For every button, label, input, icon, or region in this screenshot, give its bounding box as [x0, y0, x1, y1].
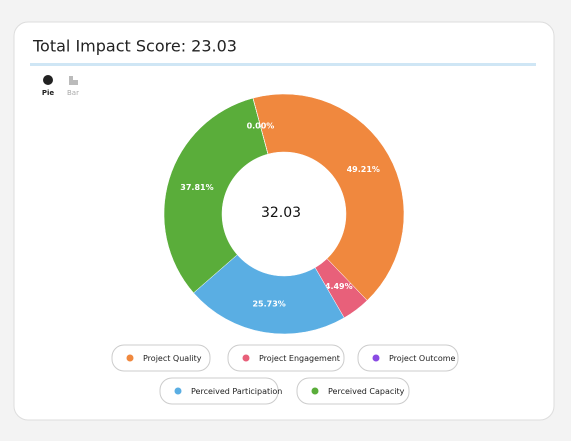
donut-slice: [193, 254, 345, 335]
legend-item[interactable]: Perceived Capacity: [296, 377, 410, 405]
slice-label: 0.00%: [247, 122, 275, 131]
legend-dot: [372, 354, 380, 362]
pie-toggle-label: Pie: [42, 89, 55, 97]
slice-label: 25.73%: [252, 299, 285, 308]
legend-pill: [111, 344, 211, 372]
legend-item[interactable]: Perceived Participation: [159, 377, 282, 405]
legend-dot: [126, 354, 134, 362]
title-underline: [30, 63, 536, 66]
slice-label: 49.21%: [347, 165, 380, 174]
legend-label: Project Quality: [143, 354, 202, 363]
legend-label: Perceived Capacity: [328, 387, 405, 396]
bar-icon: [73, 80, 78, 85]
pie-toggle[interactable]: Pie: [42, 75, 55, 97]
legend-pill: [296, 377, 410, 405]
legend-pill: [159, 377, 279, 405]
bar-toggle-label: Bar: [67, 89, 79, 97]
bar-icon: [69, 76, 73, 85]
legend-item[interactable]: Project Quality: [111, 344, 211, 372]
legend-label: Perceived Participation: [191, 387, 282, 396]
bar-toggle[interactable]: Bar: [67, 76, 79, 97]
legend-dot: [311, 387, 319, 395]
legend-item[interactable]: Project Outcome: [357, 344, 459, 372]
legend-label: Project Outcome: [389, 354, 456, 363]
legend-dot: [174, 387, 182, 395]
donut-slice: [252, 93, 405, 301]
card: [13, 21, 555, 421]
legend-item[interactable]: Project Engagement: [227, 344, 345, 372]
legend-pill: [357, 344, 459, 372]
slice-label: 4.49%: [325, 282, 353, 291]
slice-label: 37.81%: [180, 183, 213, 192]
center-value: 32.03: [261, 205, 301, 221]
legend-label: Project Engagement: [259, 354, 340, 363]
legend-pill: [227, 344, 345, 372]
donut-slice: [163, 97, 269, 294]
legend-dot: [242, 354, 250, 362]
pie-icon: [43, 75, 53, 85]
chart-title: Total Impact Score: 23.03: [32, 37, 237, 56]
